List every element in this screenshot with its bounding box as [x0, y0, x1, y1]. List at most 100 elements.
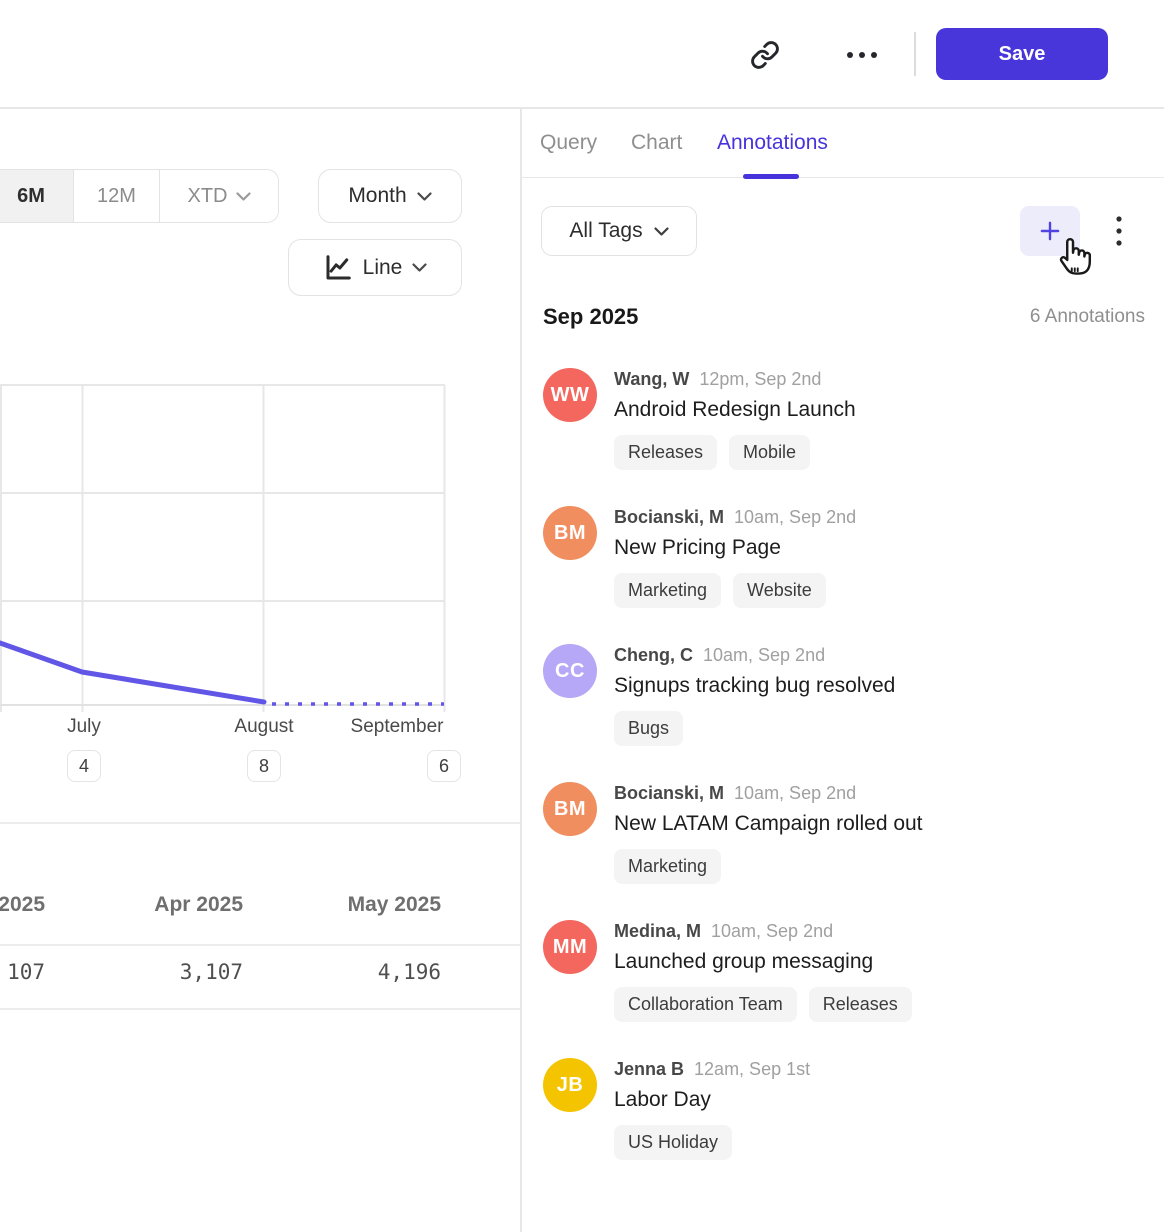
annotation-item[interactable]: WW Wang, W 12pm, Sep 2nd Android Redesign L…	[543, 368, 1143, 470]
tag-pill[interactable]: Collaboration Team	[614, 987, 797, 1022]
annotation-tags: US Holiday	[614, 1125, 954, 1160]
annotation-meta: Wang, W 12pm, Sep 2nd	[614, 369, 954, 390]
annotation-timestamp: 12pm, Sep 2nd	[699, 369, 822, 389]
annotation-item[interactable]: CC Cheng, C 10am, Sep 2nd Signups tracking …	[543, 644, 1143, 746]
annotation-meta: Jenna B 12am, Sep 1st	[614, 1059, 954, 1080]
annotation-body: Medina, M 10am, Sep 2nd Launched group mes…	[614, 920, 954, 1022]
annotation-title: New Pricing Page	[614, 536, 781, 559]
annotation-item[interactable]: BM Bocianski, M 10am, Sep 2nd New LATAM Cam…	[543, 782, 1143, 884]
chevron-down-icon	[653, 226, 669, 236]
range-xtd-label: XTD	[187, 184, 228, 207]
annotation-count-badge[interactable]: 6	[427, 750, 461, 782]
annotation-timestamp: 10am, Sep 2nd	[734, 507, 857, 527]
x-axis-label: July	[67, 716, 101, 737]
table-column-header: May 2025	[347, 893, 441, 916]
chevron-down-icon	[412, 263, 427, 272]
annotation-title: Signups tracking bug resolved	[614, 674, 896, 697]
tag-pill[interactable]: Releases	[614, 435, 718, 470]
avatar: WW	[543, 368, 597, 422]
tab-query[interactable]: Query	[540, 108, 597, 178]
top-header: Save	[0, 0, 1164, 107]
annotation-meta: Medina, M 10am, Sep 2nd	[614, 921, 954, 942]
annotation-title: Labor Day	[614, 1088, 711, 1111]
copy-link-button[interactable]	[745, 35, 785, 75]
annotation-item[interactable]: MM Medina, M 10am, Sep 2nd Launched group m…	[543, 920, 1143, 1022]
x-axis-label: August	[234, 716, 294, 737]
author-name: Medina, M	[614, 921, 702, 941]
x-axis-label: September	[350, 716, 444, 737]
annotation-tags: Marketing Website	[614, 573, 954, 608]
annotation-title: Launched group messaging	[614, 950, 874, 973]
tab-chart[interactable]: Chart	[631, 108, 682, 178]
table-border	[0, 944, 520, 946]
table-cell-value: 3,107	[179, 960, 243, 984]
avatar: BM	[543, 782, 597, 836]
annotation-timestamp: 12am, Sep 1st	[694, 1059, 811, 1079]
month-group-header: Sep 2025 6 Annotations	[522, 304, 1164, 334]
tag-pill[interactable]: US Holiday	[614, 1125, 733, 1160]
chart-panel: 6M 12M XTD Month Line July August Septem…	[0, 108, 520, 1232]
line-chart[interactable]	[0, 370, 520, 720]
annotation-tags: Releases Mobile	[614, 435, 954, 470]
range-12m-button[interactable]: 12M	[74, 170, 160, 222]
annotations-menu-button[interactable]	[1100, 206, 1138, 256]
metric-line-series	[0, 640, 267, 705]
plus-icon	[1040, 221, 1060, 241]
tag-pill[interactable]: Marketing	[614, 573, 722, 608]
more-options-button[interactable]	[838, 36, 886, 74]
header-divider	[914, 32, 916, 76]
annotation-count-badge[interactable]: 4	[67, 750, 101, 782]
date-range-segmented-control: 6M 12M XTD	[0, 169, 279, 223]
line-chart-icon	[326, 254, 351, 279]
save-button[interactable]: Save	[936, 28, 1108, 80]
annotation-tags: Collaboration Team Releases	[614, 987, 954, 1022]
tag-filter-label: All Tags	[569, 219, 643, 242]
annotation-body: Jenna B 12am, Sep 1st Labor Day US Holiday	[614, 1058, 954, 1160]
panel-tabs: Query Chart Annotations	[522, 108, 1164, 179]
table-column-header: 2025	[0, 893, 45, 916]
granularity-label: Month	[348, 184, 407, 207]
annotation-item[interactable]: BM Bocianski, M 10am, Sep 2nd New Pricing P…	[543, 506, 1143, 608]
tag-pill[interactable]: Website	[733, 573, 826, 608]
avatar: BM	[543, 506, 597, 560]
chart-type-dropdown[interactable]: Line	[288, 239, 462, 296]
granularity-dropdown[interactable]: Month	[318, 169, 462, 223]
annotation-body: Cheng, C 10am, Sep 2nd Signups tracking bu…	[614, 644, 954, 746]
author-name: Jenna B	[614, 1059, 685, 1079]
chart-type-label: Line	[362, 255, 403, 279]
table-column-header: Apr 2025	[154, 893, 243, 916]
range-xtd-button[interactable]: XTD	[160, 170, 278, 222]
table-border	[0, 822, 520, 824]
author-name: Wang, W	[614, 369, 690, 389]
annotation-tags: Marketing	[614, 849, 954, 884]
tag-pill[interactable]: Mobile	[729, 435, 811, 470]
tag-pill[interactable]: Releases	[808, 987, 912, 1022]
annotation-body: Wang, W 12pm, Sep 2nd Android Redesign Lau…	[614, 368, 954, 470]
active-tab-indicator	[743, 174, 799, 179]
annotations-count: 6 Annotations	[1029, 306, 1145, 327]
author-name: Bocianski, M	[614, 783, 725, 803]
annotation-meta: Cheng, C 10am, Sep 2nd	[614, 645, 954, 666]
annotation-title: Android Redesign Launch	[614, 398, 856, 421]
panel-vertical-divider	[520, 108, 522, 1232]
tab-annotations[interactable]: Annotations	[717, 108, 828, 178]
avatar: CC	[543, 644, 597, 698]
table-cell-value: 107	[7, 960, 45, 984]
chevron-down-icon	[417, 191, 432, 201]
annotation-title: New LATAM Campaign rolled out	[614, 812, 923, 835]
tag-pill[interactable]: Bugs	[614, 711, 684, 746]
author-name: Cheng, C	[614, 645, 693, 665]
link-icon	[751, 41, 779, 69]
annotation-timestamp: 10am, Sep 2nd	[711, 921, 834, 941]
kebab-icon	[1116, 216, 1122, 246]
annotation-item[interactable]: JB Jenna B 12am, Sep 1st Labor Day US Holida…	[543, 1058, 1143, 1160]
tag-filter-dropdown[interactable]: All Tags	[541, 206, 697, 256]
annotation-meta: Bocianski, M 10am, Sep 2nd	[614, 507, 954, 528]
annotation-body: Bocianski, M 10am, Sep 2nd New LATAM Campa…	[614, 782, 954, 884]
range-6m-button[interactable]: 6M	[0, 170, 74, 222]
ellipsis-icon	[847, 52, 877, 58]
tag-pill[interactable]: Marketing	[614, 849, 722, 884]
annotation-tags: Bugs	[614, 711, 954, 746]
annotation-count-badge[interactable]: 8	[247, 750, 281, 782]
add-annotation-button[interactable]	[1020, 206, 1080, 256]
